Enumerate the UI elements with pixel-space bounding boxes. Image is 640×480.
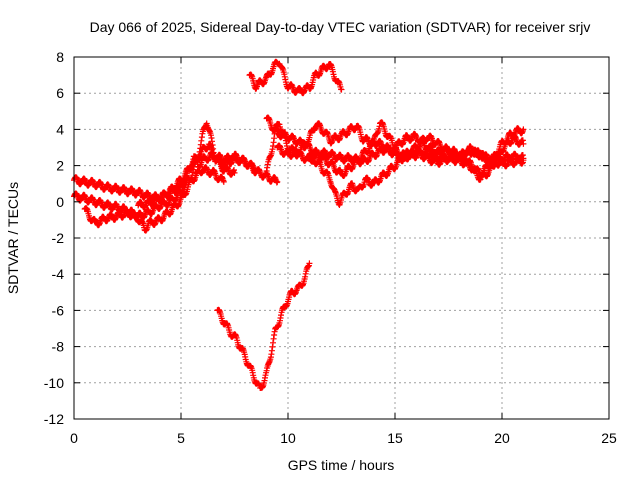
y-tick-label: -4 <box>52 266 65 282</box>
series-markers <box>81 164 227 234</box>
series-track-c <box>81 164 227 234</box>
series-track-i <box>274 119 527 180</box>
x-tick-label: 0 <box>70 430 78 446</box>
x-tick-label: 5 <box>177 430 185 446</box>
series-markers <box>214 260 313 391</box>
series-track-e <box>246 58 345 97</box>
chart-title: Day 066 of 2025, Sidereal Day-to-day VTE… <box>90 19 591 35</box>
x-tick-label: 25 <box>601 430 617 446</box>
series-track-d <box>135 149 259 211</box>
series-markers <box>274 119 527 180</box>
axis-ticks: 0 5 10 15 20 25 -12 -10 -8 -6 -4 -2 0 2 4 6 8 <box>44 49 617 446</box>
y-tick-label: 6 <box>56 85 64 101</box>
y-tick-label: 0 <box>56 194 64 210</box>
data-points <box>71 58 527 391</box>
y-axis-label: SDTVAR / TECUs <box>5 182 21 294</box>
x-tick-label: 20 <box>494 430 510 446</box>
y-tick-label: 8 <box>56 49 64 65</box>
series-markers <box>135 149 259 211</box>
y-tick-label: 2 <box>56 158 64 174</box>
y-tick-label: -6 <box>52 302 65 318</box>
x-tick-label: 15 <box>387 430 403 446</box>
series-track-f <box>214 260 313 391</box>
grid-lines <box>74 57 609 419</box>
y-tick-label: -2 <box>52 230 65 246</box>
series-markers <box>246 58 345 97</box>
series-markers <box>306 132 527 208</box>
y-tick-label: -8 <box>52 339 65 355</box>
series-track-j <box>306 132 527 208</box>
y-tick-label: -10 <box>44 375 64 391</box>
x-axis-label: GPS time / hours <box>288 457 395 473</box>
y-tick-label: -12 <box>44 411 64 427</box>
y-tick-label: 4 <box>56 121 64 137</box>
x-tick-label: 10 <box>280 430 296 446</box>
